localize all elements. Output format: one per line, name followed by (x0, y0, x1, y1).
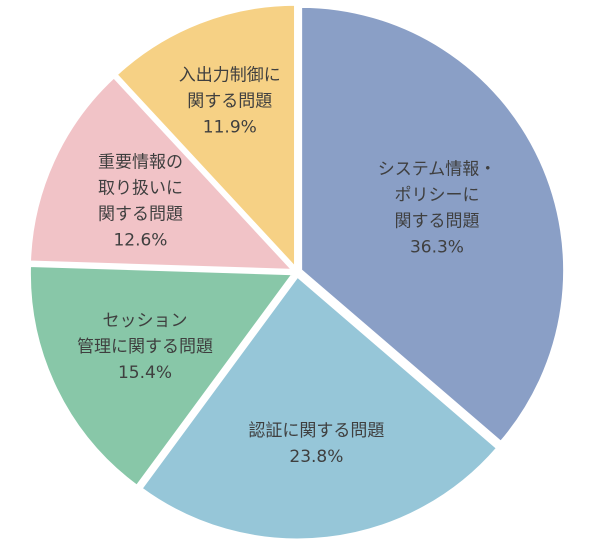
pie-slice (27, 74, 297, 272)
slice-label: システム情報・ポリシーに関する問題 36.3% (378, 160, 497, 258)
pie-slices (27, 2, 567, 542)
pie-labels: システム情報・ポリシーに関する問題 36.3%認証に関する問題 23.8%セッション… (77, 66, 496, 467)
pie-slice (299, 4, 567, 445)
slice-category-label: 関する問題 (98, 205, 183, 225)
slice-label: 重要情報の取り扱いに関する問題 12.6% (98, 153, 183, 251)
slice-value-label: 12.6% (113, 231, 167, 251)
slice-value-label: 15.4% (118, 363, 172, 383)
slice-category-label: ポリシーに (394, 186, 479, 206)
slice-category-label: セッション (103, 311, 188, 331)
pie-slice (113, 2, 298, 273)
slice-category-label: 入出力制御に (179, 66, 281, 86)
slice-category-label: 取り扱いに (98, 179, 183, 199)
slice-category-label: 関する問題 (187, 92, 272, 112)
slice-value-label: 36.3% (410, 238, 464, 258)
pie-slice (138, 273, 500, 542)
slice-category-label: システム情報・ (378, 160, 497, 180)
slice-category-label: 重要情報の (98, 153, 183, 173)
slice-value-label: 11.9% (203, 118, 257, 138)
slice-label: 認証に関する問題 23.8% (248, 421, 384, 467)
slice-label: セッション管理に関する問題 15.4% (77, 311, 213, 383)
slice-label: 入出力制御に関する問題 11.9% (179, 66, 281, 138)
pie-slice (27, 263, 297, 489)
slice-category-label: 管理に関する問題 (77, 337, 213, 357)
slice-value-label: 23.8% (289, 447, 343, 467)
slice-category-label: 認証に関する問題 (248, 421, 384, 441)
slice-category-label: 関する問題 (394, 212, 479, 232)
